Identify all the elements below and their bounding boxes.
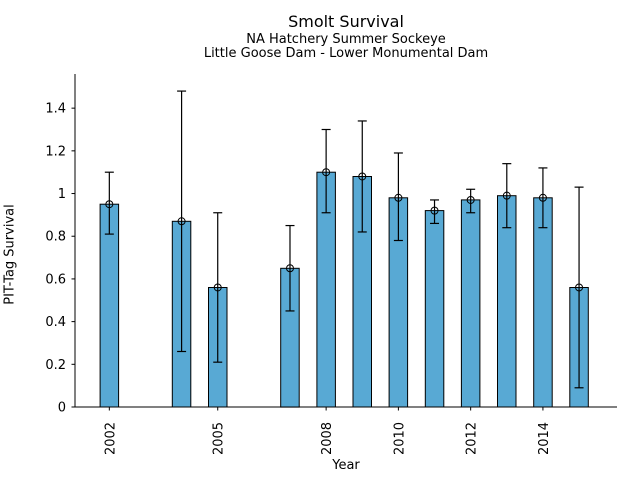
data-point-marker (466, 195, 475, 204)
data-point-marker (105, 200, 114, 209)
data-point-marker (322, 168, 331, 177)
data-point-marker (177, 217, 186, 226)
bar (460, 199, 481, 408)
x-tick-label: 2010 (392, 422, 407, 455)
y-tick-label: 1.2 (45, 144, 66, 159)
bar (533, 197, 553, 408)
y-tick-label: 0.4 (45, 315, 66, 330)
x-axis-label: Year (332, 458, 360, 473)
data-point-marker (502, 191, 511, 200)
data-point-marker (538, 193, 547, 202)
x-tick-label: 2005 (212, 422, 227, 455)
x-tick-label: 2014 (537, 422, 552, 455)
y-tick-label: 1.4 (45, 102, 66, 117)
y-tick-label: 1 (58, 187, 66, 202)
y-tick-label: 0 (58, 401, 66, 416)
data-point-marker (285, 264, 294, 273)
data-point-marker (394, 193, 403, 202)
x-tick-label: 2012 (465, 422, 480, 455)
x-tick-label: 2008 (320, 422, 335, 455)
y-tick-label: 0.6 (45, 272, 66, 287)
y-tick-label: 0.8 (45, 230, 66, 245)
x-tick-label: 2002 (103, 422, 118, 455)
data-point-marker (430, 206, 439, 215)
y-tick-label: 0.2 (45, 358, 66, 373)
data-point-marker (213, 283, 222, 292)
y-axis-label: PIT-Tag Survival (2, 204, 18, 305)
bar (424, 210, 445, 408)
data-point-marker (358, 172, 367, 181)
data-point-marker (575, 283, 584, 292)
